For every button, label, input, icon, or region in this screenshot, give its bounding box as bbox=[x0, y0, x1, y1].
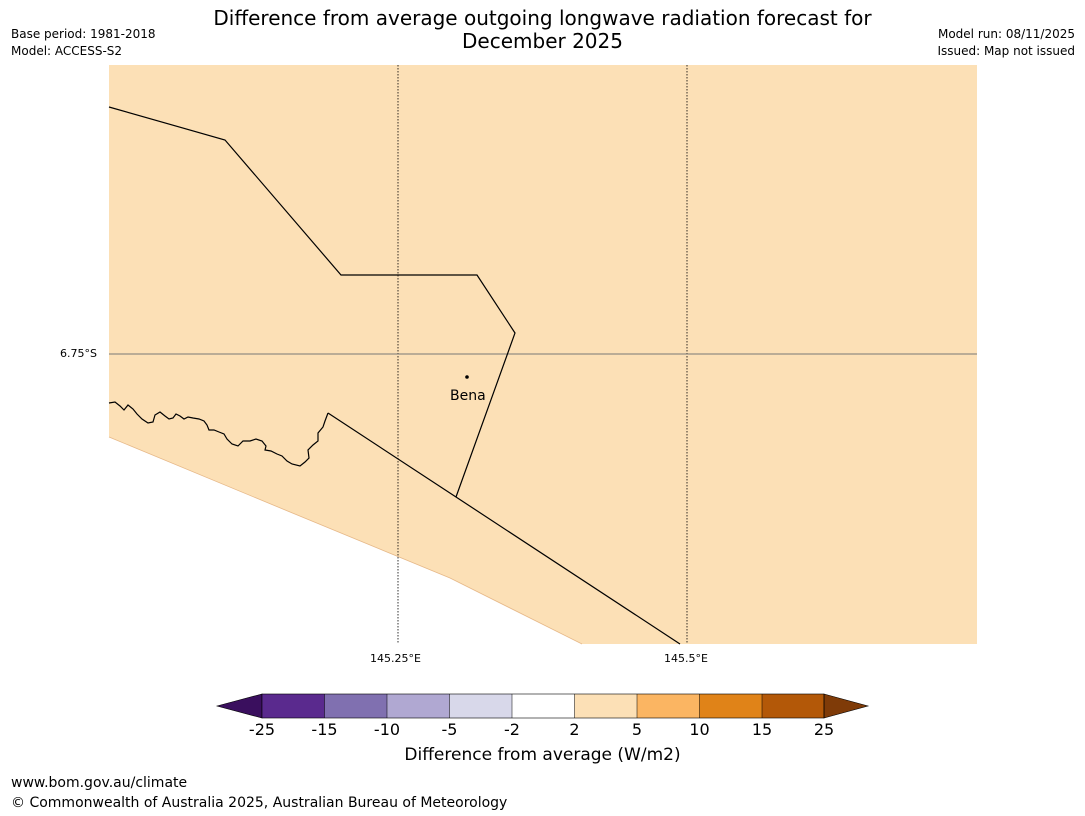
colorbar-extend-high bbox=[823, 693, 870, 719]
colorbar-bin-9 bbox=[762, 694, 824, 718]
colorbar-tick: 2 bbox=[569, 720, 580, 739]
colorbar-tick: -25 bbox=[248, 720, 276, 739]
footer-url: www.bom.gov.au/climate bbox=[11, 775, 188, 791]
colorbar-tick: 5 bbox=[631, 720, 643, 739]
colorbar-bin-1 bbox=[262, 694, 325, 718]
colorbar-bin-6 bbox=[574, 694, 637, 718]
colorbar-bin-8 bbox=[699, 694, 762, 718]
map-title: Difference from average outgoing longwav… bbox=[0, 7, 1085, 53]
boundary-line-south bbox=[327, 412, 681, 645]
base-period-text: Base period: 1981-2018 bbox=[11, 27, 156, 41]
footer-copyright: © Commonwealth of Australia 2025, Austra… bbox=[11, 795, 508, 811]
lon-label-145-5e: 145.5°E bbox=[664, 652, 708, 665]
map-coast-edge bbox=[108, 436, 583, 645]
colorbar-bin-4 bbox=[449, 694, 512, 718]
map-title-line-2: December 2025 bbox=[462, 29, 623, 53]
model-run-text: Model run: 08/11/2025 bbox=[937, 27, 1075, 41]
map-title-line-1: Difference from average outgoing longwav… bbox=[213, 6, 872, 30]
map-outside-region bbox=[109, 437, 582, 644]
colorbar-bin-2 bbox=[324, 694, 387, 718]
colorbar-dividers bbox=[324, 694, 763, 718]
colorbar-tick: -15 bbox=[311, 720, 338, 739]
place-label-bena: Bena bbox=[450, 388, 486, 404]
colorbar-tick: -5 bbox=[441, 720, 458, 739]
colorbar-extend-low bbox=[215, 693, 263, 719]
colorbar-label: Difference from average (W/m2) bbox=[404, 745, 681, 765]
colorbar-tick: 25 bbox=[813, 720, 835, 739]
colorbar-bin-3 bbox=[387, 694, 450, 718]
lon-label-145-25e: 145.25°E bbox=[370, 652, 421, 665]
colorbar-bin-7 bbox=[637, 694, 700, 718]
river-boundary bbox=[108, 401, 329, 467]
colorbar-outline bbox=[261, 693, 825, 719]
colorbar-tick: -2 bbox=[504, 720, 520, 739]
model-text: Model: ACCESS-S2 bbox=[11, 44, 123, 58]
bena-marker bbox=[465, 375, 469, 379]
colorbar-tick: 15 bbox=[751, 720, 773, 739]
colorbar-bin-5 bbox=[512, 694, 575, 718]
boundary-line-north bbox=[108, 106, 516, 498]
colorbar-tick: -10 bbox=[373, 720, 401, 739]
issued-text: Issued: Map not issued bbox=[937, 44, 1075, 58]
colorbar-tick: 10 bbox=[689, 720, 710, 739]
lat-label-6-75s: 6.75°S bbox=[60, 347, 97, 360]
